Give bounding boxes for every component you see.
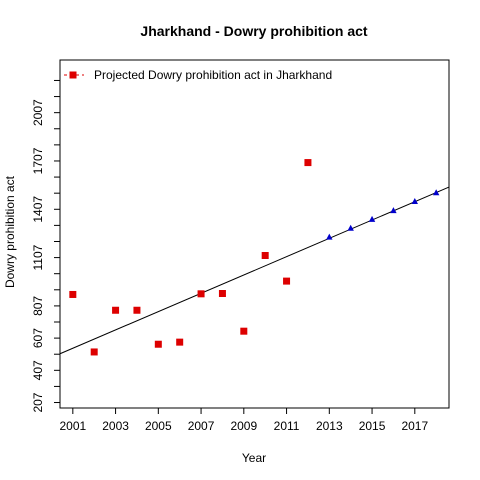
x-tick-label: 2011 — [274, 419, 300, 433]
y-tick-label: 807 — [31, 296, 45, 316]
y-tick-label: 207 — [31, 392, 45, 412]
y-tick-label: 1407 — [31, 196, 45, 223]
y-tick-label: 2007 — [31, 99, 45, 126]
legend-marker — [69, 71, 77, 79]
projected-data-point — [411, 198, 419, 205]
y-tick-label: 1707 — [31, 147, 45, 174]
projected-data-point — [432, 189, 440, 196]
observed-data-point — [133, 306, 141, 314]
observed-data-point — [240, 327, 248, 335]
x-tick-label: 2005 — [145, 419, 172, 433]
observed-data-point — [218, 290, 226, 298]
observed-data-point — [261, 251, 269, 259]
observed-data-point — [197, 290, 205, 298]
x-tick-label: 2009 — [230, 419, 257, 433]
x-tick-label: 2007 — [188, 419, 215, 433]
x-tick-label: 2013 — [316, 419, 343, 433]
x-tick-label: 2015 — [359, 419, 386, 433]
projected-data-point — [390, 207, 397, 214]
observed-data-point — [69, 290, 77, 298]
x-tick-label: 2001 — [59, 419, 86, 433]
x-axis-label: Year — [242, 451, 266, 465]
plot-area: 2001 2003 2005 2007 2009 2011 2013 2015 2017 207 4… — [31, 59, 450, 433]
projected-data-point — [347, 224, 354, 231]
x-tick-label: 2003 — [102, 419, 129, 433]
chart-title: Jharkhand - Dowry prohibition act — [140, 23, 367, 39]
observed-data-point — [176, 338, 184, 346]
observed-data-point — [154, 340, 162, 348]
plot-frame — [59, 59, 450, 409]
y-axis-label: Dowry prohibition act — [3, 175, 17, 288]
y-tick-label: 407 — [31, 360, 45, 380]
observed-data-point — [283, 277, 291, 285]
projected-data-point — [326, 233, 333, 240]
observed-data-point — [304, 159, 312, 167]
y-tick-label: 607 — [31, 328, 45, 348]
trend-line — [59, 186, 450, 355]
x-tick-label: 2017 — [401, 419, 428, 433]
projected-data-point — [368, 215, 376, 222]
observed-data-point — [112, 306, 120, 314]
observed-data-point — [90, 348, 98, 356]
legend-label: Projected Dowry prohibition act in Jhark… — [94, 68, 332, 82]
y-tick-label: 1107 — [31, 244, 45, 270]
